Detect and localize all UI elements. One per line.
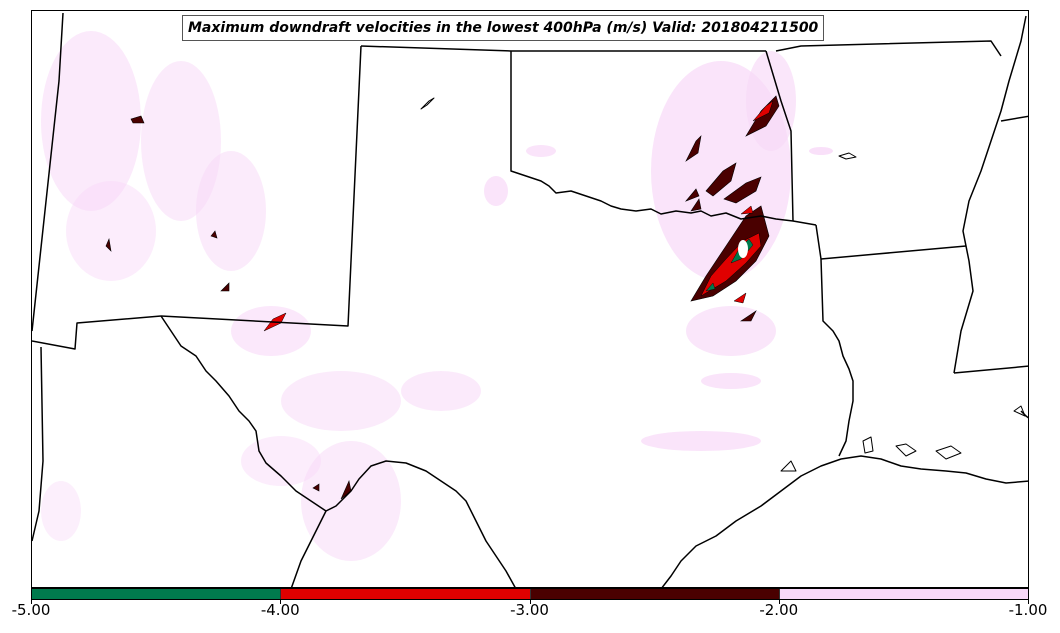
colorbar-tick-label: -2.00: [759, 601, 799, 619]
oklahoma-arkansas-border: [765, 50, 794, 222]
missouri-border: [775, 40, 1002, 57]
coastal-islands-2: [935, 445, 962, 460]
colorbar: [31, 588, 1029, 600]
colorbar-tick-label: -4.00: [260, 601, 300, 619]
arizona-north-border: [32, 315, 162, 350]
colorbar-tick-label: -5.00: [11, 601, 51, 619]
colorbar-bin-strong: [280, 589, 530, 599]
tennessee-border: [1000, 115, 1028, 122]
texas-oklahoma-border: [510, 51, 817, 226]
colorbar-tick: [529, 600, 531, 604]
colorado-kansas-border: [360, 45, 512, 52]
colorbar-bin-moderate: [529, 589, 779, 599]
mississippi-river-border: [953, 15, 1027, 374]
map-frame: [31, 10, 1029, 588]
arkansas-louisiana-border: [820, 245, 967, 260]
colorbar-bin-extreme: [32, 589, 281, 599]
colorbar-tick-label: -1.00: [1008, 601, 1048, 619]
lake-feature-2: [838, 152, 857, 160]
colorbar-tick-label: -3.00: [510, 601, 549, 619]
mexico-state-border: [290, 510, 327, 587]
map-canvas: [32, 12, 1028, 587]
florida-coast: [1020, 410, 1028, 419]
colorbar-tick: [31, 600, 32, 604]
political-boundaries: [32, 12, 1028, 587]
coastal-islands-5: [780, 460, 797, 472]
weak-downdraft-field: [41, 31, 833, 561]
western-state-border: [32, 12, 64, 332]
coastal-islands-3: [862, 436, 874, 454]
colorbar-tick: [1028, 600, 1029, 604]
downdraft-core-hole: [738, 240, 748, 258]
coastal-islands: [895, 443, 917, 457]
coastal-islands-4: [1013, 405, 1026, 417]
gulf-coastline: [661, 455, 1028, 587]
colorbar-tick: [778, 600, 780, 604]
arizona-new-mexico-border: [32, 346, 44, 542]
louisiana-mississippi-border: [953, 365, 1028, 374]
map-title: Maximum downdraft velocities in the lowe…: [182, 15, 825, 41]
lake-feature: [420, 97, 435, 110]
new-mexico-east-border: [160, 45, 362, 327]
colorbar-tick: [280, 600, 282, 604]
colorbar-bin-weak: [778, 589, 1028, 599]
texas-louisiana-border: [815, 224, 854, 457]
